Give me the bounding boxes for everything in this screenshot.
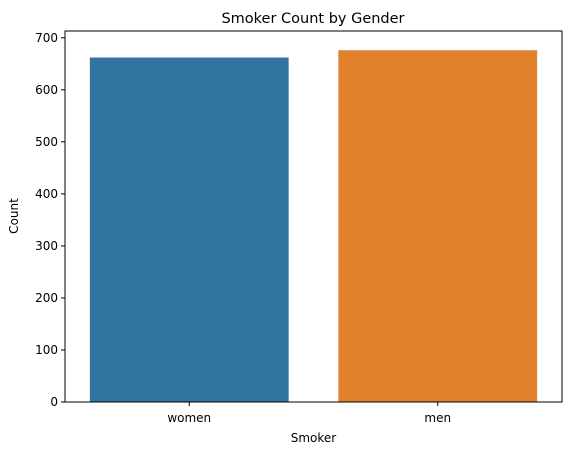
x-tick-label: men bbox=[424, 411, 451, 425]
bar-women bbox=[89, 57, 289, 402]
x-tick-label: women bbox=[167, 411, 211, 425]
y-axis-label: Count bbox=[7, 198, 21, 234]
chart-title: Smoker Count by Gender bbox=[221, 11, 404, 27]
y-tick-label: 0 bbox=[50, 395, 58, 409]
y-tick-label: 100 bbox=[35, 343, 58, 357]
y-tick-label: 400 bbox=[35, 187, 58, 201]
y-tick-label: 200 bbox=[35, 291, 58, 305]
bar-men bbox=[338, 50, 538, 403]
y-tick-label: 700 bbox=[35, 31, 58, 45]
plot-frame bbox=[64, 30, 563, 403]
x-axis-label: Smoker bbox=[291, 431, 337, 445]
y-axis-ticks: 0 100 200 300 400 500 600 700 bbox=[35, 31, 65, 409]
y-tick-label: 600 bbox=[35, 83, 58, 97]
y-tick-label: 500 bbox=[35, 135, 58, 149]
x-axis-ticks: women men bbox=[167, 402, 451, 425]
y-tick-label: 300 bbox=[35, 239, 58, 253]
bars bbox=[89, 50, 538, 403]
